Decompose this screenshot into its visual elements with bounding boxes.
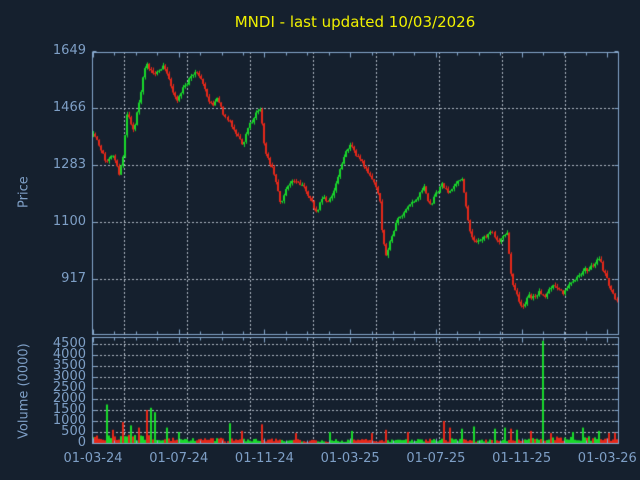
price-tick-label: 917 bbox=[61, 271, 86, 286]
date-tick-label: 01-11-25 bbox=[492, 451, 552, 466]
volume-tick-label: 4500 bbox=[52, 336, 86, 351]
volume-tick-label: 2000 bbox=[52, 391, 86, 406]
chart-title: MNDI - last updated 10/03/2026 bbox=[234, 13, 476, 31]
price-axis-title: Price bbox=[16, 176, 32, 209]
date-tick-label: 01-03-24 bbox=[63, 451, 123, 466]
price-tick-label: 1283 bbox=[52, 157, 86, 172]
price-tick-label: 1649 bbox=[52, 43, 86, 58]
volume-tick-label: 4000 bbox=[52, 347, 86, 362]
volume-tick-label: 3500 bbox=[52, 358, 86, 373]
date-tick-label: 01-03-25 bbox=[320, 451, 380, 466]
date-tick-label: 01-07-25 bbox=[406, 451, 466, 466]
date-tick-label: 01-03-26 bbox=[577, 451, 637, 466]
volume-tick-label: 1500 bbox=[52, 402, 86, 417]
date-tick-label: 01-11-24 bbox=[234, 451, 294, 466]
volume-tick-label: 1000 bbox=[52, 413, 86, 428]
volume-tick-label: 500 bbox=[61, 424, 86, 439]
price-tick-label: 1466 bbox=[52, 100, 86, 115]
volume-tick-label: 3000 bbox=[52, 369, 86, 384]
volume-tick-label: 2500 bbox=[52, 380, 86, 395]
price-tick-label: 1100 bbox=[52, 214, 86, 229]
date-tick-label: 01-07-24 bbox=[149, 451, 209, 466]
volume-tick-label: 0 bbox=[77, 435, 86, 450]
